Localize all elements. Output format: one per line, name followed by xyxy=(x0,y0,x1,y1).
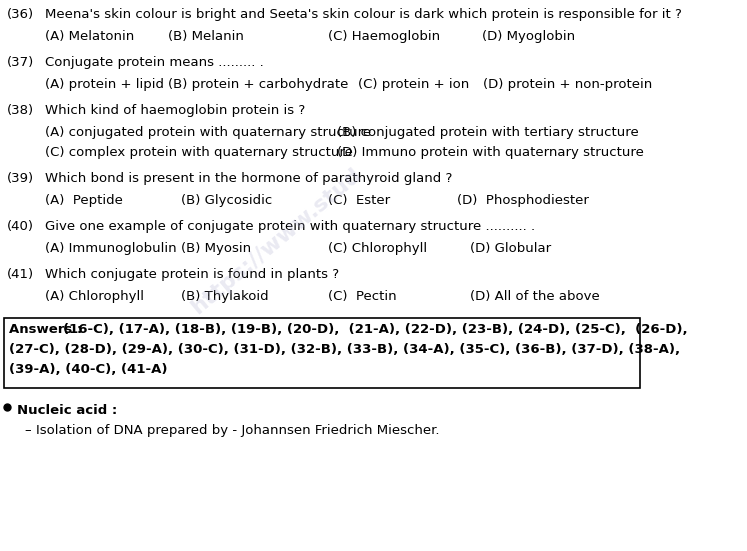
Text: (B) Myosin: (B) Myosin xyxy=(182,242,252,255)
Text: https://www.stud: https://www.stud xyxy=(187,164,365,318)
Text: (D) Immuno protein with quaternary structure: (D) Immuno protein with quaternary struc… xyxy=(337,146,643,159)
Text: (A) Chlorophyll: (A) Chlorophyll xyxy=(45,290,144,303)
Text: Isolation of DNA prepared by - Johannsen Friedrich Miescher.: Isolation of DNA prepared by - Johannsen… xyxy=(37,424,440,437)
Text: (C)  Pectin: (C) Pectin xyxy=(328,290,397,303)
Text: (A)  Peptide: (A) Peptide xyxy=(45,194,123,207)
Text: (39-A), (40-C), (41-A): (39-A), (40-C), (41-A) xyxy=(9,363,167,376)
Text: (39): (39) xyxy=(7,172,34,185)
Text: (B) conjugated protein with tertiary structure: (B) conjugated protein with tertiary str… xyxy=(337,126,639,139)
Text: Which kind of haemoglobin protein is ?: Which kind of haemoglobin protein is ? xyxy=(45,104,305,117)
Text: (D) Myoglobin: (D) Myoglobin xyxy=(482,30,574,43)
Text: Give one example of conjugate protein with quaternary structure .......... .: Give one example of conjugate protein wi… xyxy=(45,220,535,233)
Text: Meena's skin colour is bright and Seeta's skin colour is dark which protein is r: Meena's skin colour is bright and Seeta'… xyxy=(45,8,682,21)
Text: Which conjugate protein is found in plants ?: Which conjugate protein is found in plan… xyxy=(45,268,339,281)
Text: (D) Globular: (D) Globular xyxy=(471,242,551,255)
Text: (C)  Ester: (C) Ester xyxy=(328,194,390,207)
Text: (A) protein + lipid: (A) protein + lipid xyxy=(45,78,164,91)
FancyBboxPatch shape xyxy=(4,318,640,388)
Text: (B) protein + carbohydrate: (B) protein + carbohydrate xyxy=(168,78,349,91)
Text: Which bond is present in the hormone of parathyroid gland ?: Which bond is present in the hormone of … xyxy=(45,172,452,185)
Text: (38): (38) xyxy=(7,104,34,117)
Text: (D) protein + non-protein: (D) protein + non-protein xyxy=(483,78,653,91)
Text: (A) conjugated protein with quaternary structure: (A) conjugated protein with quaternary s… xyxy=(45,126,371,139)
Text: Answers :: Answers : xyxy=(9,323,87,336)
Text: (B) Melanin: (B) Melanin xyxy=(168,30,244,43)
Text: (C) protein + ion: (C) protein + ion xyxy=(358,78,469,91)
Text: (41): (41) xyxy=(7,268,34,281)
Text: (C) Chlorophyll: (C) Chlorophyll xyxy=(328,242,427,255)
Text: –: – xyxy=(24,424,31,437)
Text: (D)  Phosphodiester: (D) Phosphodiester xyxy=(457,194,589,207)
Text: (16-C), (17-A), (18-B), (19-B), (20-D),  (21-A), (22-D), (23-B), (24-D), (25-C),: (16-C), (17-A), (18-B), (19-B), (20-D), … xyxy=(63,323,688,336)
Text: (A) Immunoglobulin: (A) Immunoglobulin xyxy=(45,242,176,255)
Text: (36): (36) xyxy=(7,8,34,21)
Text: Conjugate protein means ......... .: Conjugate protein means ......... . xyxy=(45,56,264,69)
Text: (B) Glycosidic: (B) Glycosidic xyxy=(182,194,273,207)
Text: (B) Thylakoid: (B) Thylakoid xyxy=(182,290,269,303)
Text: (D) All of the above: (D) All of the above xyxy=(471,290,600,303)
Text: (A) Melatonin: (A) Melatonin xyxy=(45,30,134,43)
Text: (27-C), (28-D), (29-A), (30-C), (31-D), (32-B), (33-B), (34-A), (35-C), (36-B), : (27-C), (28-D), (29-A), (30-C), (31-D), … xyxy=(9,343,680,356)
Text: (37): (37) xyxy=(7,56,34,69)
Text: Nucleic acid :: Nucleic acid : xyxy=(17,404,117,417)
Text: (C) Haemoglobin: (C) Haemoglobin xyxy=(328,30,440,43)
Text: (C) complex protein with quaternary structure: (C) complex protein with quaternary stru… xyxy=(45,146,353,159)
Text: (40): (40) xyxy=(7,220,34,233)
